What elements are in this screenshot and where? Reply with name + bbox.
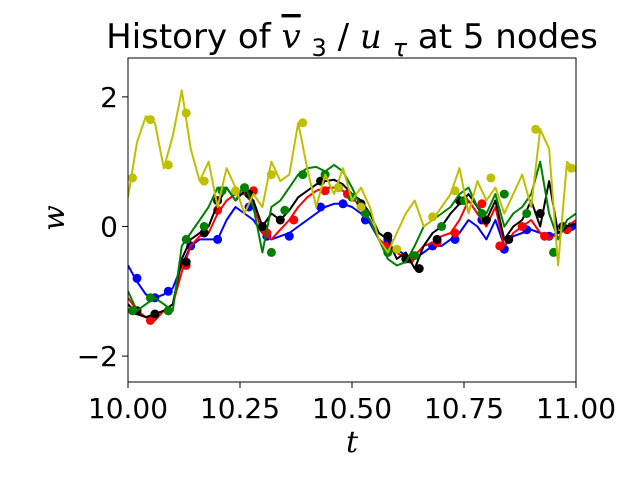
series-4-line bbox=[128, 89, 576, 267]
title-slash: / bbox=[338, 17, 350, 57]
series-3-point bbox=[437, 222, 447, 231]
series-2-point bbox=[150, 309, 160, 319]
series-4-point bbox=[392, 244, 402, 254]
series-3-line bbox=[128, 160, 576, 312]
title-var-subscript: 3 bbox=[312, 34, 327, 62]
series-4-point bbox=[428, 212, 438, 222]
series-0-point bbox=[284, 231, 294, 241]
series-4-point bbox=[231, 186, 240, 196]
series-1-point bbox=[450, 228, 460, 238]
series-2-point bbox=[504, 234, 514, 244]
series-0-point bbox=[132, 273, 142, 283]
series-3-point bbox=[522, 209, 532, 218]
series-3-point bbox=[181, 234, 191, 244]
series-3-point bbox=[549, 247, 559, 257]
series-4-point bbox=[181, 108, 191, 118]
series-4-point bbox=[334, 183, 344, 193]
series-3-point bbox=[163, 306, 173, 316]
series-4-point bbox=[199, 176, 209, 186]
series-2-point bbox=[257, 222, 267, 231]
axes-frame bbox=[127, 57, 577, 383]
series-4-point bbox=[298, 118, 308, 128]
series-4-point bbox=[356, 202, 366, 212]
series-2-point bbox=[414, 264, 424, 274]
series-3-point bbox=[477, 209, 487, 218]
series-2-point bbox=[481, 215, 491, 225]
series-3-point bbox=[199, 222, 209, 231]
series-1-point bbox=[320, 186, 330, 196]
series-1-point bbox=[540, 231, 550, 241]
series-3-point bbox=[145, 293, 155, 303]
series-0-point bbox=[163, 286, 173, 296]
x-axis-ticks: 10.00 10.25 10.50 10.75 11.00 bbox=[88, 382, 616, 425]
series-2-point bbox=[535, 209, 545, 218]
y-tick-label: −2 bbox=[77, 340, 118, 373]
x-axis-label: t bbox=[346, 425, 359, 460]
series-3-point bbox=[360, 209, 370, 218]
series-4 bbox=[128, 89, 576, 267]
title-var2-subscript: τ bbox=[393, 34, 408, 62]
title-prefix: History of bbox=[106, 17, 281, 57]
y-tick-label: 2 bbox=[100, 81, 118, 114]
series-4-point bbox=[145, 115, 155, 125]
series-1-point bbox=[517, 222, 527, 231]
series-1-point bbox=[477, 199, 487, 209]
y-axis-ticks: −2 0 2 bbox=[77, 81, 128, 373]
series-4-point bbox=[450, 186, 460, 196]
series-3-point bbox=[499, 189, 509, 199]
series-4-point bbox=[531, 124, 541, 134]
title-var2: u bbox=[360, 17, 382, 57]
series-2-point bbox=[181, 257, 191, 267]
series-3-point bbox=[266, 247, 276, 257]
series-3-point bbox=[298, 170, 308, 180]
y-axis-label: w bbox=[37, 205, 72, 231]
chart-title: History of v 3 / u τ at 5 nodes bbox=[106, 17, 598, 65]
series-0-point bbox=[213, 234, 223, 244]
series-1-point bbox=[495, 241, 505, 251]
series-2-point bbox=[432, 234, 442, 244]
series-0-point bbox=[316, 202, 326, 212]
series-3-point bbox=[240, 183, 249, 193]
x-tick-label: 10.00 bbox=[88, 392, 168, 425]
series-3-point bbox=[280, 205, 290, 215]
series-4-point bbox=[128, 173, 137, 183]
series-1-point bbox=[289, 215, 299, 225]
plot-area bbox=[128, 89, 576, 325]
series-0-point bbox=[338, 199, 348, 209]
title-var: v bbox=[281, 17, 300, 57]
series-4-point bbox=[163, 160, 173, 170]
series-2-point bbox=[199, 228, 209, 238]
x-tick-label: 11.00 bbox=[536, 392, 616, 425]
series-4-point bbox=[486, 173, 496, 183]
series-1-point bbox=[145, 315, 155, 325]
series-2-point bbox=[275, 215, 285, 225]
title-suffix: at 5 nodes bbox=[418, 17, 598, 57]
series-4-point bbox=[266, 170, 276, 180]
x-tick-label: 10.50 bbox=[312, 392, 392, 425]
series-4-point bbox=[567, 163, 576, 173]
y-tick-label: 0 bbox=[100, 210, 118, 243]
series-3-point bbox=[128, 306, 137, 316]
x-tick-label: 10.75 bbox=[424, 392, 504, 425]
x-tick-label: 10.25 bbox=[200, 392, 280, 425]
series-2-point bbox=[383, 231, 393, 241]
series-3-point bbox=[410, 251, 420, 261]
series-0-point bbox=[450, 234, 460, 244]
